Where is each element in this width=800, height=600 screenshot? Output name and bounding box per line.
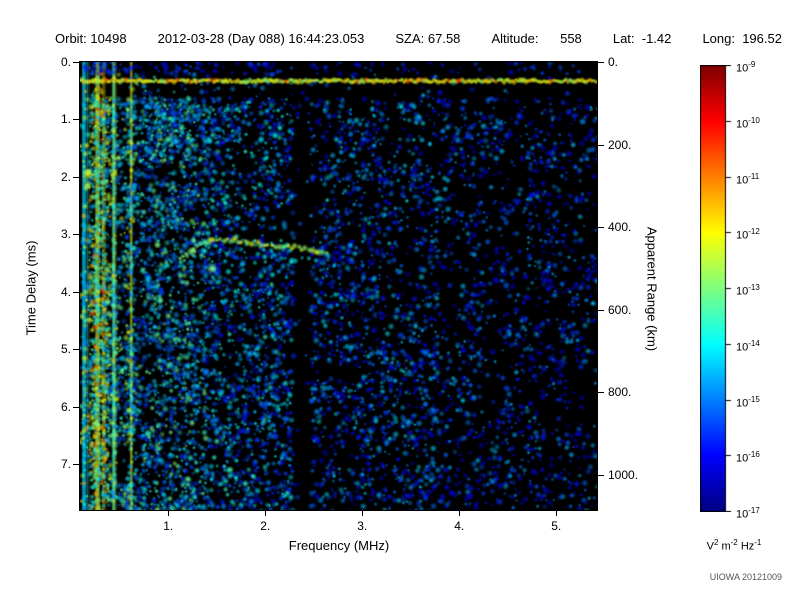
x-tick-label: 4.	[454, 519, 465, 533]
tick-mark	[73, 291, 80, 293]
tick-mark	[168, 510, 170, 516]
x-axis-label: Frequency (MHz)	[288, 538, 390, 553]
colorbar-tick-label: 10-16	[736, 450, 760, 465]
header-field: Orbit: 10498	[55, 31, 127, 46]
tick-mark	[73, 176, 80, 178]
header-field: Lat: -1.42	[612, 31, 672, 46]
x-tick-label: 2.	[260, 519, 271, 533]
x-tick-label: 1.	[163, 519, 174, 533]
tick-mark	[73, 62, 80, 63]
colorbar-canvas	[700, 65, 732, 512]
colorbar-tick-label: 10-13	[736, 283, 760, 298]
header-field: SZA: 67.58	[395, 31, 461, 46]
plot-frame	[79, 61, 598, 511]
header-field: Altitude: 558	[491, 31, 582, 46]
tick-mark	[73, 119, 80, 121]
tick-mark	[597, 62, 604, 63]
header-field: Long: 196.52	[702, 31, 782, 46]
colorbar-tick-label: 10-9	[736, 60, 756, 75]
tick-mark	[73, 349, 80, 351]
tick-mark	[556, 510, 558, 516]
colorbar-tick-label: 10-12	[736, 227, 760, 242]
y-axis-label-right: Apparent Range (km)	[644, 226, 660, 352]
y-left-tick-label: 5.	[60, 342, 71, 357]
colorbar-tick-label: 10-11	[736, 171, 760, 187]
y-left-tick-label: 7.	[60, 457, 71, 472]
header-field: 2012-03-28 (Day 088) 16:44:23.053	[157, 31, 365, 46]
x-tick-label: 3.	[357, 519, 368, 533]
tick-mark	[73, 234, 80, 236]
tick-mark	[597, 144, 604, 146]
tick-mark	[459, 510, 461, 516]
y-right-tick-label: 200.	[608, 137, 632, 152]
y-right-tick-label: 800.	[608, 385, 632, 400]
y-left-tick-label: 1.	[60, 112, 71, 127]
colorbar-tick-label: 10-10	[736, 115, 760, 131]
tick-mark	[265, 510, 267, 516]
credit-text: UIOWA 20121009	[709, 572, 782, 582]
header-line: Orbit: 10498 2012-03-28 (Day 088) 16:44:2…	[55, 31, 782, 46]
y-left-tick-label: 0.	[60, 55, 71, 69]
tick-mark	[73, 406, 80, 408]
tick-mark	[597, 392, 604, 394]
tick-mark	[597, 227, 604, 229]
y-left-tick-label: 6.	[60, 399, 71, 414]
x-tick-label: 5.	[551, 519, 562, 533]
y-axis-label-left: Time Delay (ms)	[23, 240, 39, 336]
y-left-tick-label: 2.	[60, 169, 71, 184]
tick-mark	[73, 464, 80, 466]
y-left-tick-label: 3.	[60, 227, 71, 242]
y-right-tick-label: 0.	[608, 55, 619, 69]
y-right-tick-label: 400.	[608, 220, 632, 235]
tick-mark	[362, 510, 364, 516]
colorbar-tick-label: 10-15	[736, 394, 760, 410]
y-right-tick-label: 600.	[608, 302, 632, 317]
colorbar-units: V2 m-2 Hz-1	[706, 538, 762, 553]
y-right-tick-label: 1000.	[608, 467, 639, 482]
colorbar-tick-label: 10-14	[736, 338, 760, 354]
tick-mark	[597, 309, 604, 311]
colorbar-tick-label: 10-17	[736, 506, 760, 521]
spectrogram-canvas	[80, 62, 597, 510]
y-left-tick-label: 4.	[60, 284, 71, 299]
tick-mark	[597, 474, 604, 476]
